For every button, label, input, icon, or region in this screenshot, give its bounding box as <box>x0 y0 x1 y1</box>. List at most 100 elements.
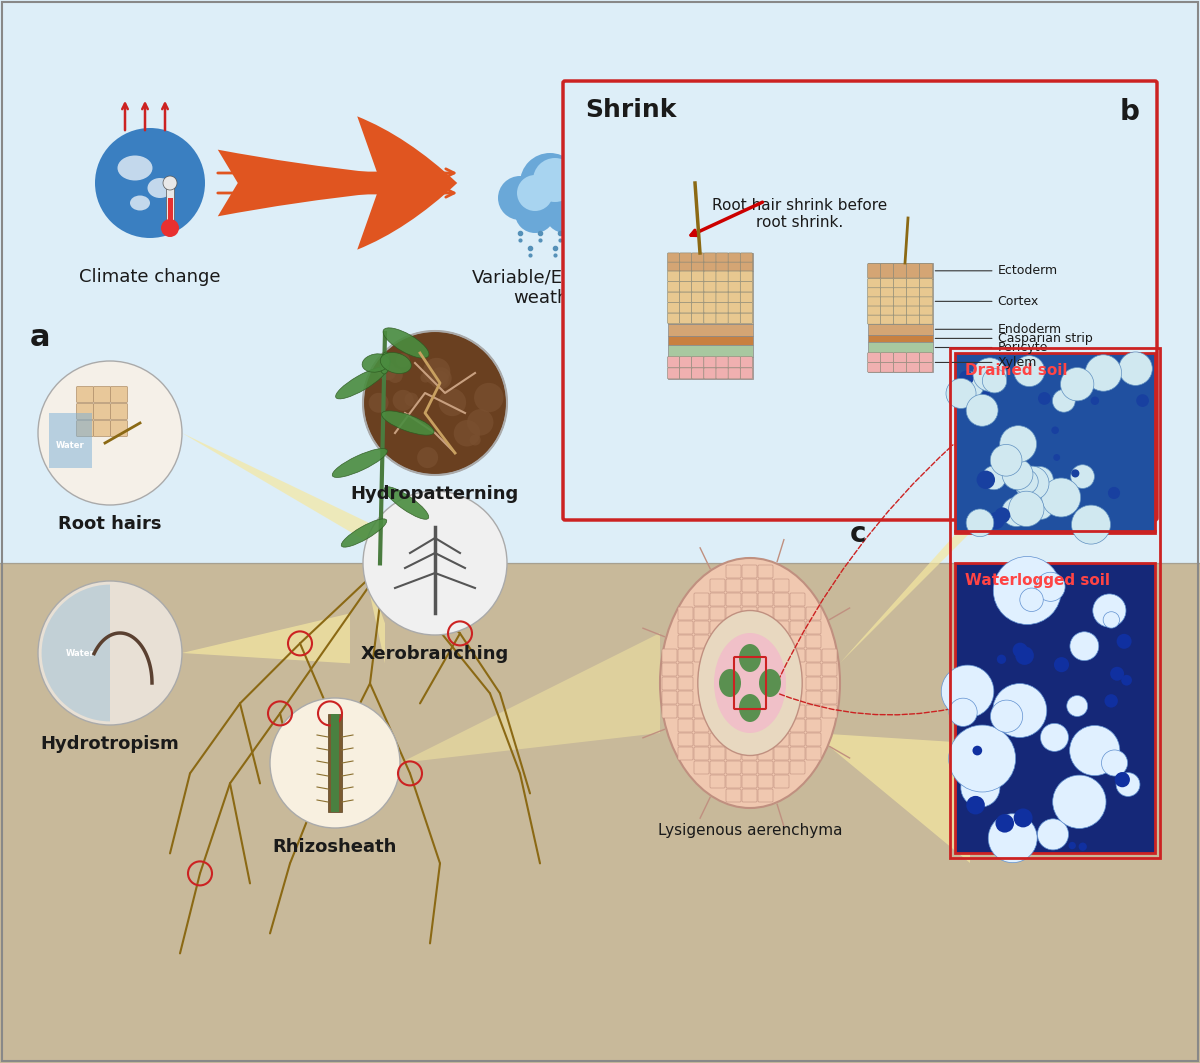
FancyBboxPatch shape <box>691 253 704 263</box>
Circle shape <box>467 409 493 436</box>
Circle shape <box>1068 495 1076 504</box>
FancyBboxPatch shape <box>806 677 821 690</box>
Circle shape <box>949 725 1015 792</box>
FancyBboxPatch shape <box>691 313 704 323</box>
FancyBboxPatch shape <box>740 356 752 368</box>
Polygon shape <box>400 632 660 763</box>
FancyBboxPatch shape <box>678 747 694 760</box>
FancyBboxPatch shape <box>868 306 881 315</box>
FancyBboxPatch shape <box>679 368 692 378</box>
Bar <box>49 414 92 468</box>
Text: Drought/Waterlogging: Drought/Waterlogging <box>851 268 1050 286</box>
FancyBboxPatch shape <box>563 81 1157 520</box>
FancyBboxPatch shape <box>110 387 127 403</box>
Wedge shape <box>42 585 110 722</box>
Text: Rhizosheath: Rhizosheath <box>272 838 397 856</box>
FancyBboxPatch shape <box>728 253 740 263</box>
Circle shape <box>946 378 976 408</box>
FancyBboxPatch shape <box>667 356 679 368</box>
Circle shape <box>1038 819 1068 850</box>
FancyBboxPatch shape <box>691 282 704 292</box>
Bar <box>868 335 932 342</box>
Text: Ectoderm: Ectoderm <box>935 265 1057 277</box>
FancyBboxPatch shape <box>758 566 773 578</box>
Ellipse shape <box>739 644 761 672</box>
FancyBboxPatch shape <box>758 747 773 760</box>
Circle shape <box>997 655 1006 664</box>
FancyBboxPatch shape <box>694 649 709 662</box>
FancyBboxPatch shape <box>806 635 821 648</box>
Circle shape <box>1040 724 1068 752</box>
FancyBboxPatch shape <box>742 607 757 620</box>
Circle shape <box>1115 772 1130 788</box>
FancyBboxPatch shape <box>716 303 728 313</box>
FancyBboxPatch shape <box>726 761 742 774</box>
FancyBboxPatch shape <box>806 747 821 760</box>
Circle shape <box>1002 459 1033 490</box>
FancyBboxPatch shape <box>710 621 725 634</box>
FancyBboxPatch shape <box>728 368 740 378</box>
FancyBboxPatch shape <box>919 306 932 315</box>
FancyBboxPatch shape <box>704 368 716 378</box>
FancyBboxPatch shape <box>894 353 906 362</box>
Bar <box>868 342 932 353</box>
FancyBboxPatch shape <box>774 747 790 760</box>
Circle shape <box>1093 594 1126 627</box>
FancyBboxPatch shape <box>704 271 716 282</box>
Circle shape <box>1054 657 1069 672</box>
FancyBboxPatch shape <box>906 306 919 315</box>
FancyBboxPatch shape <box>728 303 740 313</box>
Text: Xerobranching: Xerobranching <box>361 645 509 663</box>
FancyBboxPatch shape <box>881 315 894 324</box>
FancyBboxPatch shape <box>740 253 752 263</box>
FancyBboxPatch shape <box>726 775 742 788</box>
Ellipse shape <box>719 669 742 697</box>
Bar <box>868 353 932 372</box>
FancyBboxPatch shape <box>740 292 752 303</box>
FancyBboxPatch shape <box>726 593 742 606</box>
Ellipse shape <box>660 558 840 808</box>
FancyBboxPatch shape <box>716 368 728 378</box>
Circle shape <box>977 471 995 489</box>
Circle shape <box>1061 368 1094 401</box>
Text: Variable/Extreme
weather: Variable/Extreme weather <box>473 268 628 307</box>
Circle shape <box>420 373 431 383</box>
FancyBboxPatch shape <box>710 761 725 774</box>
Text: Cortex: Cortex <box>935 294 1039 308</box>
Bar <box>331 714 340 812</box>
FancyBboxPatch shape <box>790 761 805 774</box>
Wedge shape <box>890 183 1010 243</box>
FancyBboxPatch shape <box>758 761 773 774</box>
Ellipse shape <box>130 196 150 210</box>
Circle shape <box>1110 667 1124 680</box>
FancyBboxPatch shape <box>881 362 894 372</box>
Ellipse shape <box>362 354 390 372</box>
Bar <box>955 563 1154 853</box>
FancyBboxPatch shape <box>662 649 677 662</box>
FancyBboxPatch shape <box>694 593 709 606</box>
Circle shape <box>996 814 1014 832</box>
Bar <box>166 188 174 227</box>
Circle shape <box>469 435 481 445</box>
FancyBboxPatch shape <box>790 649 805 662</box>
FancyBboxPatch shape <box>822 663 838 676</box>
Circle shape <box>1067 371 1088 392</box>
Text: Hydropatterning: Hydropatterning <box>350 485 520 503</box>
FancyBboxPatch shape <box>716 261 728 271</box>
Bar <box>0 0 1200 563</box>
FancyBboxPatch shape <box>678 635 694 648</box>
FancyBboxPatch shape <box>694 761 709 774</box>
FancyBboxPatch shape <box>881 279 894 288</box>
FancyBboxPatch shape <box>710 607 725 620</box>
Ellipse shape <box>382 411 434 435</box>
FancyBboxPatch shape <box>678 621 694 634</box>
Circle shape <box>958 372 984 399</box>
FancyBboxPatch shape <box>894 264 906 279</box>
Circle shape <box>368 393 389 412</box>
FancyBboxPatch shape <box>678 607 694 620</box>
FancyBboxPatch shape <box>868 353 881 362</box>
FancyBboxPatch shape <box>742 775 757 788</box>
FancyBboxPatch shape <box>691 271 704 282</box>
FancyBboxPatch shape <box>758 607 773 620</box>
Circle shape <box>994 557 1061 624</box>
